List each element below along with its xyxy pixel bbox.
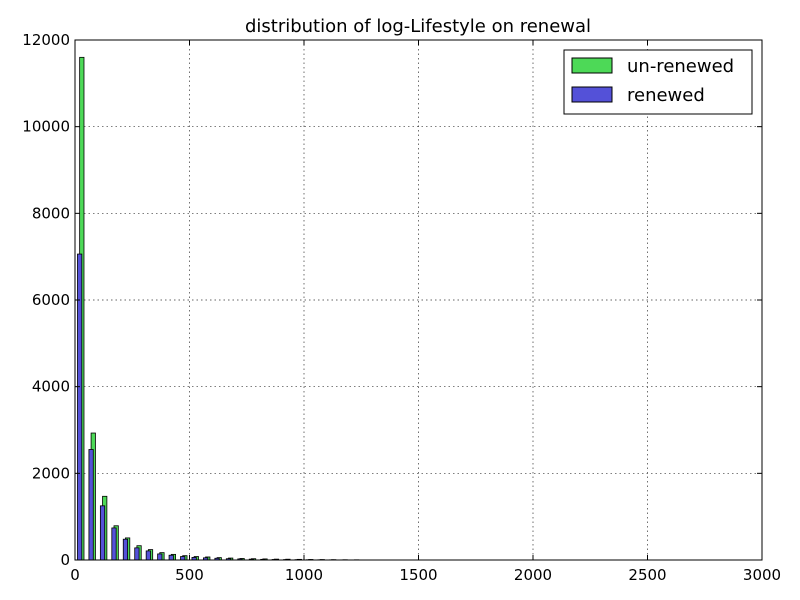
x-tick-label: 2500	[628, 566, 666, 584]
bar-renewed-1	[88, 449, 94, 561]
y-tick-label: 0	[60, 551, 70, 569]
y-tick-label: 4000	[32, 378, 70, 396]
x-tick-label: 3000	[743, 566, 781, 584]
y-tick-label: 10000	[22, 118, 70, 136]
x-tick-label: 0	[70, 566, 80, 584]
bar-renewed-2	[99, 505, 106, 561]
y-tick-label: 6000	[32, 291, 70, 309]
bar-renewed-6	[145, 550, 151, 561]
x-tick-label: 1500	[399, 566, 437, 584]
x-tick-label: 2000	[514, 566, 552, 584]
y-tick-label: 2000	[32, 464, 70, 482]
chart-title: distribution of log-Lifestyle on renewal	[245, 16, 591, 37]
legend-swatch-renewed	[571, 86, 613, 103]
legend-label-un-renewed: un-renewed	[627, 56, 734, 77]
ticks-layer: 0 500 1000 1500 2000 2500 3000 0 2000 4000 6000 800…	[22, 31, 781, 584]
bar-renewed-4	[122, 538, 129, 561]
bar-renewed-7	[157, 553, 163, 561]
legend-label-renewed: renewed	[627, 85, 705, 106]
y-tick-label: 8000	[32, 204, 70, 222]
legend: un-renewed renewed	[563, 49, 753, 115]
x-tick-label: 500	[175, 566, 204, 584]
y-tick-label: 12000	[22, 31, 70, 49]
x-tick-label: 1000	[285, 566, 323, 584]
legend-swatch-un-renewed	[571, 57, 613, 74]
bar-renewed-3	[111, 527, 117, 561]
bar-renewed-9	[180, 556, 186, 561]
bar-renewed-5	[134, 547, 140, 561]
bar-renewed-8	[168, 554, 174, 561]
grid-layer	[75, 40, 762, 560]
